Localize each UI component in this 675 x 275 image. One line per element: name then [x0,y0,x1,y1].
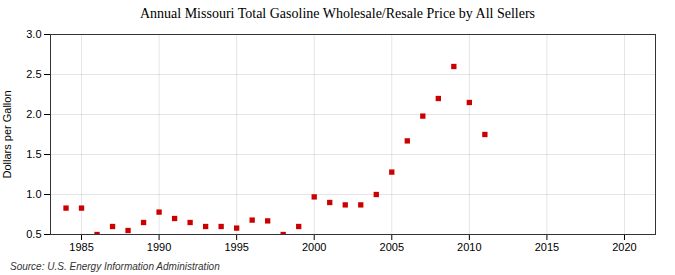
svg-text:2010: 2010 [457,241,481,253]
svg-text:3.0: 3.0 [26,28,41,40]
html-text:Source: U.S. Energy Informatio: Source: U.S. Energy Information Administ… [10,261,220,272]
svg-text:Dollars per Gallon: Dollars per Gallon [1,90,13,178]
svg-text:2015: 2015 [535,241,559,253]
svg-text:1.0: 1.0 [26,188,41,200]
svg-text:2020: 2020 [612,241,636,253]
html-text:Annual Missouri Total Gasoline: Annual Missouri Total Gasoline Wholesale… [139,6,535,21]
svg-text:2.5: 2.5 [26,68,41,80]
svg-text:1985: 1985 [69,241,93,253]
svg-text:0.5: 0.5 [26,228,41,240]
svg-text:2.0: 2.0 [26,108,41,120]
svg-text:1995: 1995 [224,241,248,253]
svg-text:2000: 2000 [302,241,326,253]
svg-text:1.5: 1.5 [26,148,41,160]
svg-text:1990: 1990 [147,241,171,253]
svg-text:2005: 2005 [380,241,404,253]
